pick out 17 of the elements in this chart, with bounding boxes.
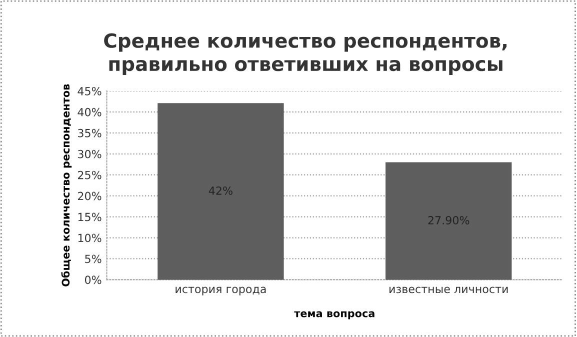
y-axis-title: Общее количество респондентов bbox=[61, 84, 72, 286]
y-tick-label: 15% bbox=[78, 212, 102, 222]
x-axis-title: тема вопроса bbox=[294, 311, 374, 320]
y-tick-label: 10% bbox=[78, 234, 102, 242]
y-tick-label: 40% bbox=[78, 108, 102, 116]
y-tick-label: 25% bbox=[78, 170, 102, 180]
y-tick-label: 5% bbox=[85, 254, 102, 264]
data-label: 42% bbox=[208, 186, 232, 195]
data-label: 27.90% bbox=[428, 216, 470, 224]
y-tick-label: 45% bbox=[78, 86, 102, 96]
y-tick-label: 30% bbox=[78, 150, 102, 158]
y-tick-label: 0% bbox=[84, 276, 102, 284]
x-tick-label: известные личности bbox=[390, 286, 508, 294]
y-tick-label: 20% bbox=[78, 192, 102, 200]
chart-title: Среднее количество респондентов, правильно ответивших на вопросы bbox=[104, 33, 506, 75]
y-tick-label: 35% bbox=[78, 128, 102, 138]
x-tick-label: история города bbox=[176, 286, 266, 296]
